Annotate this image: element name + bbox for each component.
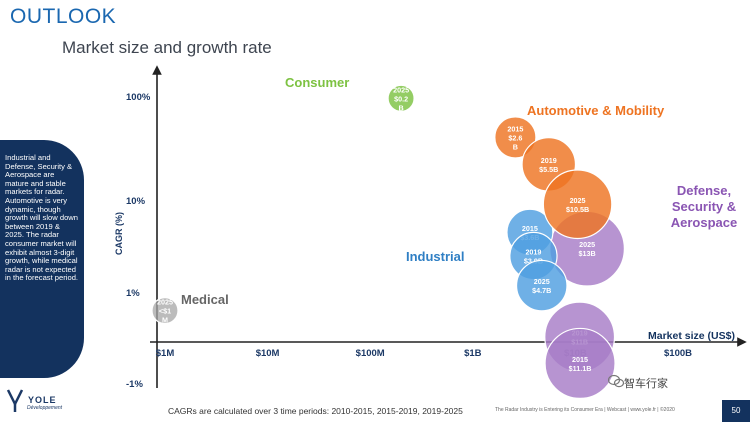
defense-category-label: Defense, [677, 183, 731, 198]
defense-category-label: Security & [672, 199, 736, 214]
x-tick-label: $100M [356, 348, 385, 359]
bubble-value-label: $13B [578, 249, 595, 258]
bubble-value-label: $10.5B [566, 205, 589, 214]
page-number: 50 [722, 400, 750, 422]
medical-category-label: Medical [181, 292, 229, 307]
y-tick-label: 1% [126, 288, 140, 299]
sidebar-panel [0, 140, 84, 378]
sidebar-text: Industrial and Defense, Security & Aeros… [5, 153, 79, 283]
bubble-value-label: $11.1B [569, 364, 592, 373]
bubble-value-label: $0.2 [394, 94, 408, 103]
wechat-icon [608, 374, 624, 388]
bubble-value-label: 2015 [507, 124, 523, 133]
x-tick-label: $100B [664, 348, 692, 359]
page-title: OUTLOOK [10, 5, 117, 28]
bubble-value-label: B [398, 103, 403, 112]
bubble-value-label: 2025 [157, 298, 173, 307]
y-tick-label: -1% [126, 379, 143, 390]
x-tick-label: $10M [256, 348, 280, 359]
consumer-bubble [387, 84, 415, 112]
defense-category-label: Aerospace [671, 215, 737, 230]
x-axis-label: Market size (US$) [648, 330, 735, 342]
y-tick-label: 100% [126, 92, 151, 103]
bubble-value-label: M [162, 316, 168, 325]
x-tick-label: $1B [464, 348, 482, 359]
bubble-value-label: $4.7B [532, 286, 551, 295]
bubble-value-label: $2.6 [508, 133, 522, 142]
bubble-value-label: $5.5B [539, 165, 558, 174]
footer-source: The Radar Industry is Entering its Consu… [495, 407, 675, 413]
bubble-value-label: 2019 [525, 247, 541, 256]
bubble-value-label: <$1 [159, 307, 171, 316]
automotive-bubble [542, 169, 613, 240]
x-tick-label: $1M [156, 348, 175, 359]
industrial-bubble [515, 259, 568, 312]
defense-bubble [544, 327, 616, 399]
medical-bubble [151, 297, 179, 325]
page-subtitle: Market size and growth rate [62, 38, 272, 57]
bubble-value-label: 2025 [579, 240, 595, 249]
logo-text: YOLE [28, 395, 57, 405]
bubble-value-label: 2015 [572, 355, 588, 364]
bubble-value-label: 2025 [570, 196, 586, 205]
bubble-value-label: 2019 [541, 156, 557, 165]
automotive-bubble [494, 116, 537, 159]
footnote: CAGRs are calculated over 3 time periods… [168, 406, 463, 416]
logo-subtext: Développement [27, 405, 63, 411]
bubble-value-label: $3.9B [524, 256, 543, 265]
bubble-value-label: B [513, 142, 518, 151]
automotive-category-label: Automotive & Mobility [527, 103, 665, 118]
bubble-value-label: 2015 [522, 224, 538, 233]
bubble-value-label: 2025 [393, 85, 409, 94]
y-axis-label: CAGR (%) [114, 212, 124, 255]
industrial-category-label: Industrial [406, 249, 465, 264]
y-tick-label: 10% [126, 196, 146, 207]
consumer-category-label: Consumer [285, 75, 349, 90]
watermark-text: 智车行家 [624, 377, 668, 390]
yole-logo-icon [6, 389, 24, 412]
bubble-value-label: 2025 [534, 277, 550, 286]
